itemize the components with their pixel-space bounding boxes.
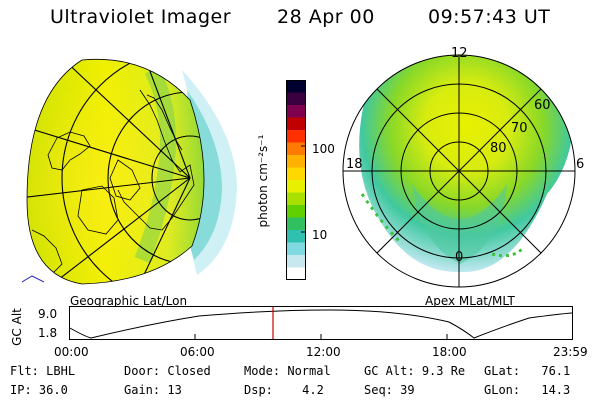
status-panel: Flt: LBHL Door: Closed Mode: Normal GC A… (10, 364, 600, 400)
colorbar-swatch (286, 242, 306, 256)
lat-label-70: 70 (511, 121, 528, 136)
status-gc-alt: GC Alt: 9.3 Re (364, 364, 466, 378)
altitude-ytick-low: 1.8 (38, 326, 58, 340)
colorbar (286, 80, 306, 280)
altitude-xtick-1800: 18:00 (432, 345, 467, 359)
colorbar-swatch (286, 230, 306, 244)
mlt-label-18: 18 (346, 157, 363, 172)
geographic-caption: Geographic Lat/Lon (70, 294, 188, 308)
status-flt: Flt: LBHL (10, 364, 76, 378)
colorbar-swatch (286, 80, 306, 94)
lat-label-80: 80 (490, 141, 507, 156)
colorbar-swatch (286, 167, 306, 181)
mlt-label-0: 0 (455, 250, 464, 265)
colorbar-swatch (286, 180, 306, 194)
colorbar-swatch (286, 267, 306, 280)
colorbar-swatch (286, 255, 306, 269)
colorbar-swatch (286, 142, 306, 156)
altitude-xtick-0000: 00:00 (54, 345, 89, 359)
colorbar-swatch (286, 92, 306, 106)
altitude-axis-label: GC Alt (10, 308, 24, 346)
colorbar-swatch (286, 205, 306, 219)
polar-plot (342, 54, 576, 288)
apex-caption: Apex MLat/MLT (425, 294, 515, 308)
colorbar-swatch (286, 117, 306, 131)
colorbar-swatch (286, 105, 306, 119)
lat-label-60: 60 (534, 98, 551, 113)
status-seq: Seq: 39 (364, 383, 415, 397)
colorbar-swatch (286, 155, 306, 169)
status-door: Door: Closed (124, 364, 211, 378)
date-label: 28 Apr 00 (277, 6, 375, 28)
status-glon: GLon: 14.3 (484, 383, 571, 397)
colorbar-tick-10: 10 (312, 228, 328, 242)
colorbar-tick-100: 100 (312, 142, 335, 156)
altitude-plot (69, 306, 573, 340)
status-ip: IP: 36.0 (10, 383, 68, 397)
instrument-title: Ultraviolet Imager (50, 6, 232, 28)
altitude-xtick-2359: 23:59 (553, 345, 588, 359)
status-gain: Gain: 13 (124, 383, 182, 397)
mlt-label-6: 6 (576, 157, 585, 172)
geographic-image (22, 58, 237, 285)
status-dsp: Dsp: 4.2 (244, 383, 324, 397)
colorbar-label: photon cm⁻²s⁻¹ (256, 134, 270, 228)
colorbar-swatch (286, 192, 306, 206)
altitude-xtick-1200: 12:00 (306, 345, 341, 359)
colorbar-swatch (286, 217, 306, 231)
status-glat: GLat: 76.1 (484, 364, 571, 378)
status-mode: Mode: Normal (244, 364, 331, 378)
time-label: 09:57:43 UT (428, 6, 551, 28)
altitude-ytick-high: 9.0 (38, 307, 58, 321)
mlt-label-12: 12 (451, 46, 468, 61)
altitude-xtick-0600: 06:00 (180, 345, 215, 359)
colorbar-swatch (286, 130, 306, 144)
